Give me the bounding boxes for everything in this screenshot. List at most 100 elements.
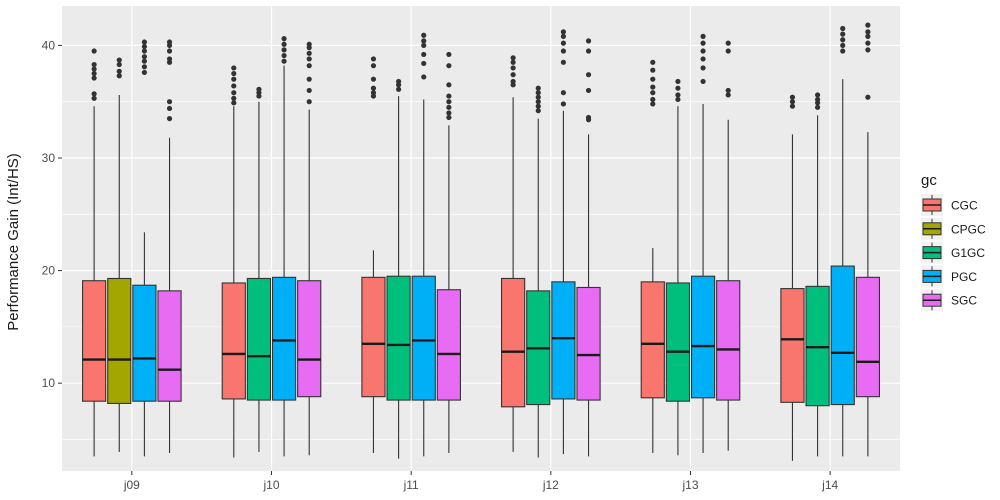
outlier-point (700, 40, 706, 46)
outlier-point (446, 51, 452, 58)
box-j13-G1GC (665, 78, 691, 456)
box-body (361, 276, 386, 398)
outlier-point (840, 48, 846, 54)
box-j09-PGC (141, 39, 148, 76)
box-body (690, 275, 716, 399)
x-tick-label: j12 (542, 478, 559, 492)
outlier-point (560, 33, 567, 39)
outlier-point (141, 58, 148, 64)
outlier-point (91, 70, 97, 77)
outlier-point (116, 73, 122, 79)
outlier-point (789, 99, 796, 105)
y-tick-label: 10 (42, 376, 56, 390)
x-axis: j09 j10 j11 j12 j13 j14 (123, 471, 838, 492)
box-body (132, 284, 157, 402)
outlier-point (535, 99, 541, 105)
legend: gc CGC CPGC G1GC PGC SGC (921, 172, 986, 312)
outlier-point (231, 76, 237, 82)
outlier-point (650, 59, 656, 65)
box-j12-PGC (551, 29, 576, 455)
outlier-point (231, 90, 237, 96)
outlier-point (789, 103, 796, 109)
outlier-point (585, 87, 592, 94)
outlier-point (560, 59, 567, 65)
box-j14-PGC (830, 25, 855, 457)
box-j11-CGC (361, 56, 386, 453)
outlier-point (840, 31, 846, 37)
outlier-point (446, 114, 452, 121)
legend-label-cgc: CGC (951, 199, 978, 213)
outlier-point (446, 110, 452, 116)
outlier-point (675, 85, 681, 91)
outlier-point (421, 42, 427, 49)
outlier-point (395, 78, 402, 85)
legend-title: gc (921, 172, 937, 189)
outlier-point (865, 40, 871, 46)
outlier-point (91, 48, 97, 54)
outlier-point (370, 85, 377, 91)
box-j13-PGC (690, 33, 716, 453)
outlier-point (91, 66, 97, 72)
box-body (855, 276, 880, 398)
outlier-point (700, 65, 706, 71)
outlier-point (306, 56, 312, 62)
box-body (436, 289, 461, 401)
outlier-point (510, 59, 516, 65)
outlier-point (446, 63, 452, 69)
x-tick-label: j11 (403, 478, 419, 492)
outlier-point (91, 61, 97, 68)
outlier-point (865, 33, 871, 39)
box-body (157, 290, 182, 402)
outlier-point (370, 90, 377, 96)
outlier-point (231, 83, 237, 89)
outlier-point (865, 94, 871, 100)
outlier-point (535, 108, 541, 114)
outlier-point (446, 104, 452, 110)
outlier-point (306, 63, 312, 69)
outlier-point (421, 51, 427, 58)
box-j11-SGC (436, 51, 461, 453)
legend-label-pgc: PGC (951, 270, 977, 284)
outlier-point (166, 115, 173, 122)
outlier-point (510, 55, 516, 61)
outlier-point (560, 90, 567, 96)
box-body (297, 280, 322, 398)
outlier-point (91, 75, 97, 81)
outlier-point (650, 84, 656, 90)
outlier-point (306, 99, 312, 105)
outlier-point (840, 42, 846, 49)
outlier-point (141, 43, 148, 50)
boxes-layer (82, 22, 880, 461)
outlier-point (141, 39, 148, 45)
y-tick-label: 30 (42, 151, 56, 165)
outlier-point (700, 56, 706, 62)
box-body (665, 282, 691, 402)
outlier-point (510, 65, 516, 71)
outlier-point (91, 91, 97, 97)
outlier-point (306, 87, 312, 94)
box-j09-CPGC (107, 57, 132, 452)
outlier-point (141, 48, 148, 54)
box-body (386, 275, 411, 401)
outlier-point (166, 39, 173, 45)
box-body (716, 280, 741, 401)
outlier-point (535, 90, 541, 96)
box-j12-SGC (576, 38, 601, 457)
outlier-point (725, 40, 731, 46)
box-j13-CGC (640, 59, 665, 453)
outlier-point (421, 38, 427, 44)
box-body (640, 281, 665, 399)
outlier-point (116, 61, 122, 68)
outlier-point (446, 82, 452, 88)
outlier-point (281, 58, 287, 64)
box-j14-CGC (780, 94, 805, 461)
box-j14-SGC (855, 22, 880, 457)
box-j09-CGC (82, 48, 107, 457)
outlier-point (675, 96, 681, 103)
box-j12-CGC (501, 55, 526, 452)
outlier-point (650, 76, 656, 82)
outlier-point (281, 41, 287, 47)
outlier-point (116, 57, 122, 63)
outlier-point (116, 68, 122, 74)
